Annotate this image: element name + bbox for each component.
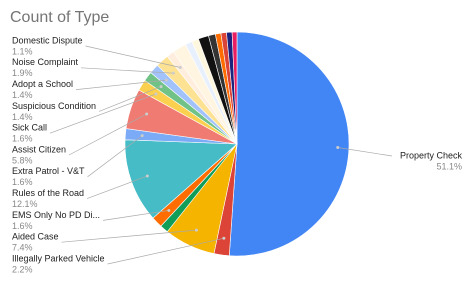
slice-value: 2.2% <box>12 264 33 274</box>
pie-slice <box>231 31 238 145</box>
leader-dot <box>145 174 149 178</box>
leader-dot <box>336 145 340 149</box>
leader-line <box>107 237 224 265</box>
slice-label: Sick Call <box>12 123 47 133</box>
slice-label: Adopt a School <box>12 79 73 89</box>
leader-dot <box>178 66 182 70</box>
slice-value: 51.1% <box>436 161 462 171</box>
slice-label: Domestic Dispute <box>12 35 83 45</box>
slice-value: 1.6% <box>12 221 33 231</box>
leader-line <box>102 210 169 221</box>
leader-line <box>61 229 197 243</box>
slice-label: Extra Patrol - V&T <box>12 166 85 176</box>
leader-line <box>81 67 174 74</box>
leader-line <box>86 175 148 199</box>
leader-dot <box>222 236 226 240</box>
leader-line <box>76 79 167 90</box>
leader-line <box>68 113 147 156</box>
slice-value: 1.6% <box>12 177 33 187</box>
chart-title: Count of Type <box>10 9 109 26</box>
slice-label: Rules of the Road <box>12 188 84 198</box>
slice-value: 12.1% <box>12 199 38 209</box>
leader-dot <box>171 71 175 75</box>
pie-slice <box>228 31 350 257</box>
leader-dot <box>140 134 144 138</box>
slice-label: Illegally Parked Vehicle <box>12 253 105 263</box>
slice-label: Property Check <box>400 150 463 160</box>
leader-line <box>85 45 181 68</box>
leader-dot <box>145 112 149 116</box>
leader-line <box>49 93 157 134</box>
slice-label: EMS Only No PD Di... <box>12 210 100 220</box>
slice-value: 1.4% <box>12 90 33 100</box>
slice-label: Aided Case <box>12 232 59 242</box>
slice-value: 1.6% <box>12 134 33 144</box>
leader-dot <box>167 208 171 212</box>
slice-value: 5.8% <box>12 155 33 165</box>
leader-line <box>98 86 162 112</box>
slice-label: Assist Citizen <box>12 144 66 154</box>
leader-line <box>87 135 143 178</box>
leader-line <box>337 147 393 157</box>
slice-label: Noise Complaint <box>12 57 79 67</box>
leader-dot <box>154 92 158 96</box>
slice-value: 1.1% <box>12 46 33 56</box>
slice-value: 7.4% <box>12 243 33 253</box>
slice-value: 1.4% <box>12 112 33 122</box>
slice-value: 1.9% <box>12 68 33 78</box>
slice-label: Suspicious Condition <box>12 101 96 111</box>
leader-dot <box>194 228 198 232</box>
leader-dot <box>159 85 163 89</box>
leader-dot <box>164 78 168 82</box>
